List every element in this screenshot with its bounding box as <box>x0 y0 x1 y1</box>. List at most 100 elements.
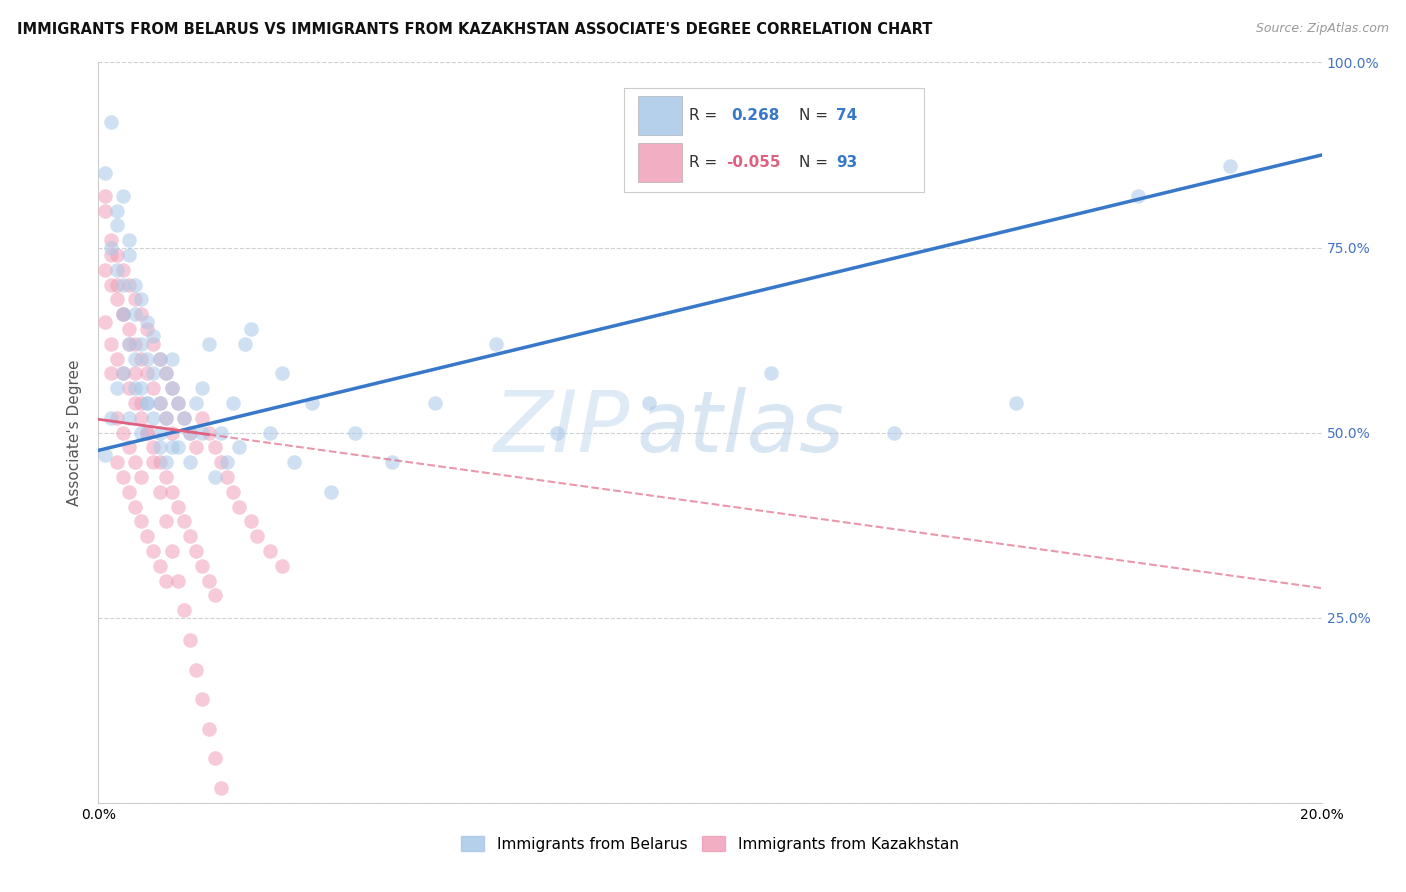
Point <box>111 425 134 440</box>
Text: 93: 93 <box>837 155 858 169</box>
Text: 74: 74 <box>837 108 858 123</box>
FancyBboxPatch shape <box>638 96 682 135</box>
Point <box>142 367 165 381</box>
Text: -0.055: -0.055 <box>725 155 780 169</box>
Point <box>155 410 177 425</box>
Point <box>270 558 292 573</box>
Point <box>100 240 122 255</box>
Point <box>93 314 115 328</box>
Point <box>124 396 146 410</box>
Point <box>105 455 128 469</box>
Point <box>142 410 165 425</box>
Text: IMMIGRANTS FROM BELARUS VS IMMIGRANTS FROM KAZAKHSTAN ASSOCIATE'S DEGREE CORRELA: IMMIGRANTS FROM BELARUS VS IMMIGRANTS FR… <box>17 22 932 37</box>
Point <box>149 396 172 410</box>
Point <box>160 351 183 366</box>
Point <box>129 396 152 410</box>
Point <box>160 381 183 395</box>
Point <box>105 351 128 366</box>
Point <box>179 425 201 440</box>
Point <box>105 410 128 425</box>
Point <box>259 425 281 440</box>
Point <box>142 381 165 395</box>
Point <box>149 425 172 440</box>
Point <box>167 500 190 514</box>
Point <box>883 425 905 440</box>
Point <box>160 441 183 455</box>
Point <box>142 329 165 343</box>
Point <box>118 484 141 499</box>
Point <box>142 336 165 351</box>
Point <box>240 322 263 336</box>
Point <box>100 114 122 128</box>
Point <box>129 336 152 351</box>
Point <box>209 780 232 795</box>
Point <box>222 396 245 410</box>
Point <box>186 396 208 410</box>
Point <box>124 455 146 469</box>
Point <box>93 188 115 202</box>
Point <box>111 188 134 202</box>
Point <box>160 425 183 440</box>
Point <box>160 484 183 499</box>
Point <box>136 396 159 410</box>
Point <box>111 307 134 321</box>
Point <box>215 455 238 469</box>
Point <box>179 529 201 543</box>
Point <box>637 396 661 410</box>
Point <box>136 529 159 543</box>
Point <box>546 425 568 440</box>
Point <box>105 262 128 277</box>
Point <box>1128 188 1150 202</box>
Point <box>142 544 165 558</box>
Point <box>129 381 152 395</box>
Text: 0.268: 0.268 <box>731 108 779 123</box>
Point <box>222 484 245 499</box>
Point <box>155 455 177 469</box>
Point <box>142 455 165 469</box>
Point <box>167 396 190 410</box>
Point <box>105 381 128 395</box>
Point <box>215 470 238 484</box>
Point <box>191 425 214 440</box>
Point <box>228 441 250 455</box>
Point <box>149 441 172 455</box>
Point <box>186 544 208 558</box>
Point <box>283 455 305 469</box>
FancyBboxPatch shape <box>624 88 924 192</box>
Point <box>173 410 195 425</box>
Point <box>197 722 219 736</box>
Point <box>1219 159 1241 173</box>
Point <box>173 603 195 617</box>
Point <box>118 336 141 351</box>
Point <box>129 351 152 366</box>
Point <box>301 396 323 410</box>
Point <box>173 515 195 529</box>
Point <box>149 484 172 499</box>
Text: Source: ZipAtlas.com: Source: ZipAtlas.com <box>1256 22 1389 36</box>
Point <box>105 248 128 262</box>
Point <box>118 336 141 351</box>
Point <box>124 381 146 395</box>
Point <box>111 262 134 277</box>
Text: R =: R = <box>689 155 717 169</box>
Point <box>118 441 141 455</box>
Text: N =: N = <box>800 155 828 169</box>
Point <box>485 336 508 351</box>
Point <box>118 381 141 395</box>
Point <box>111 367 134 381</box>
Point <box>149 455 172 469</box>
Point <box>197 425 219 440</box>
Point <box>186 663 208 677</box>
Point <box>129 425 152 440</box>
Point <box>167 441 190 455</box>
Point <box>136 396 159 410</box>
Point <box>118 233 141 247</box>
Point <box>179 632 201 647</box>
Text: N =: N = <box>800 108 828 123</box>
Point <box>111 307 134 321</box>
Point <box>118 322 141 336</box>
Point <box>136 425 159 440</box>
Text: R =: R = <box>689 108 717 123</box>
Point <box>118 248 141 262</box>
Point <box>423 396 446 410</box>
